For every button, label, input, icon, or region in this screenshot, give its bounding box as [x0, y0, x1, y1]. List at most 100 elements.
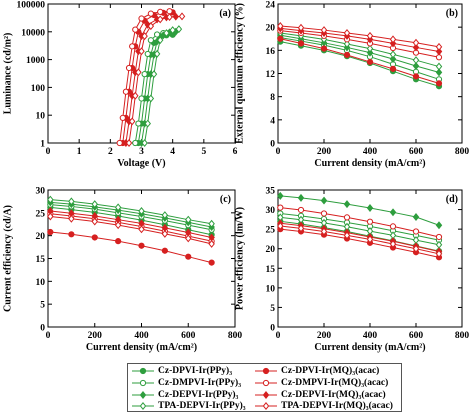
data-point-c-3-4: [138, 207, 145, 215]
series-line-b-3: [280, 32, 440, 68]
y-tick-label-b-2: 8: [270, 93, 275, 103]
y-tick-label-c-2: 10: [36, 278, 46, 288]
panel-c: 0 200 400 600 800 0 5 10 15 20 25 30 Current density…: [2, 187, 242, 354]
series-line-b-7: [280, 25, 440, 48]
series-d-2: [277, 191, 443, 230]
data-point-c-4-1: [68, 231, 75, 238]
series-line-c-7: [50, 215, 212, 245]
series-c-7: [47, 212, 215, 248]
series-line-a-7: [128, 15, 183, 144]
x-tick-label-d-1: 200: [317, 331, 332, 341]
legend-label-4: Cz-DPVI-Ir(MQ)₃(acac): [281, 366, 380, 376]
y-tick-label-a-2: 100: [31, 84, 46, 94]
data-point-a-3-5: [156, 36, 164, 45]
data-point-d-5-7: [435, 233, 443, 241]
data-point-b-2-6: [412, 61, 420, 70]
y-axis-label-a: Luminance (cd/m²): [2, 33, 13, 115]
legend-label-7: TPA-DEPVI-Ir(MQ)₃(acac): [281, 401, 393, 411]
x-tick-label-b-3: 600: [409, 147, 424, 157]
data-point-a-7-5: [141, 32, 148, 41]
legend-swatch-4: [255, 367, 277, 375]
data-point-c-4-2: [91, 234, 98, 241]
y-tick-label-c-0: 0: [40, 324, 45, 334]
data-point-b-6-6: [412, 43, 420, 52]
legend-item-6: Cz-DEPVI-Ir(MQ)₃(acac): [255, 389, 386, 401]
legend-marker-7: [262, 402, 270, 410]
data-point-c-7-0: [47, 212, 54, 221]
data-point-c-4-0: [47, 228, 54, 236]
x-tick-label-a-3: 3: [139, 147, 144, 157]
series-line-c-1: [50, 204, 212, 231]
data-point-b-3-3: [343, 39, 351, 48]
series-line-b-2: [280, 34, 440, 73]
data-point-a-1-4: [144, 50, 151, 58]
y-tick-label-c-3: 15: [36, 255, 46, 265]
y-axis-label-d: Power efficiency (lm/W): [234, 207, 245, 310]
legend-marker-2: [139, 391, 147, 399]
legend-label-1: Cz-DMPVI-Ir(PPy)₃: [158, 378, 242, 388]
data-point-b-6-7: [435, 47, 443, 56]
legend-marker-1: [139, 379, 147, 387]
data-point-d-5-6: [412, 228, 420, 235]
data-point-b-2-5: [389, 55, 397, 64]
y-tick-label-b-3: 12: [266, 70, 276, 80]
data-point-c-7-1: [68, 214, 75, 223]
data-point-d-5-4: [366, 218, 374, 225]
panel-label-a: (a): [219, 8, 231, 19]
y-tick-label-a-1: 10: [36, 112, 46, 122]
data-point-d-7-3: [343, 231, 351, 240]
series-line-c-2: [50, 201, 212, 228]
data-point-a-1-2: [138, 95, 145, 102]
legend-swatch-5: [255, 379, 277, 387]
legend-swatch-7: [255, 402, 277, 410]
y-tick-label-b-0: 0: [270, 140, 275, 150]
data-point-c-7-5: [161, 229, 169, 238]
legend-swatch-2: [132, 391, 154, 399]
data-point-c-3-5: [161, 211, 169, 220]
x-tick-label-a-0: 0: [46, 147, 51, 157]
data-point-a-3-1: [144, 119, 151, 128]
data-point-d-7-5: [389, 240, 397, 249]
data-point-a-1-1: [135, 120, 142, 127]
data-point-b-4-3: [343, 51, 351, 59]
series-d-1: [277, 210, 443, 244]
x-axis-label-b: Current density (mA/cm²): [314, 158, 425, 169]
data-point-a-7-8: [166, 13, 173, 22]
data-point-a-5-0: [116, 139, 123, 147]
y-tick-label-b-6: 24: [266, 1, 276, 11]
x-tick-label-c-4: 800: [228, 331, 243, 341]
data-point-a-7-0: [125, 139, 133, 147]
data-point-b-7-7: [435, 42, 443, 51]
series-line-c-3: [50, 199, 212, 225]
data-point-b-4-2: [320, 45, 328, 52]
data-point-b-4-7: [435, 80, 443, 87]
data-point-d-7-1: [297, 224, 305, 233]
data-point-c-4-4: [138, 242, 145, 249]
data-point-b-4-4: [366, 58, 374, 66]
x-axis-label-a: Voltage (V): [117, 158, 165, 169]
data-point-c-7-4: [138, 225, 145, 234]
data-point-c-4-7: [208, 259, 215, 266]
series-line-c-5: [50, 213, 212, 242]
series-line-b-0: [280, 41, 440, 87]
data-point-b-7-3: [343, 28, 351, 37]
data-point-c-3-2: [91, 200, 98, 209]
data-point-c-4-6: [185, 253, 192, 260]
x-tick-label-b-1: 200: [317, 147, 332, 157]
data-point-a-7-9: [178, 12, 186, 21]
data-point-d-5-2: [320, 210, 328, 217]
legend-label-5: Cz-DMPVI-Ir(MQ)₃(acac): [281, 378, 389, 388]
series-a-5: [116, 8, 173, 147]
data-point-d-7-2: [320, 227, 328, 236]
y-tick-label-d-4: 20: [266, 245, 276, 255]
data-point-a-3-6: [163, 29, 170, 38]
y-tick-label-b-1: 4: [270, 116, 275, 126]
data-point-a-3-0: [141, 139, 148, 147]
data-point-d-7-4: [366, 235, 374, 244]
series-line-d-2: [280, 195, 440, 226]
data-point-b-4-0: [277, 35, 284, 42]
series-a-7: [125, 12, 186, 147]
data-point-b-4-6: [412, 73, 420, 80]
legend-item-4: Cz-DPVI-Ir(MQ)₃(acac): [255, 365, 379, 377]
